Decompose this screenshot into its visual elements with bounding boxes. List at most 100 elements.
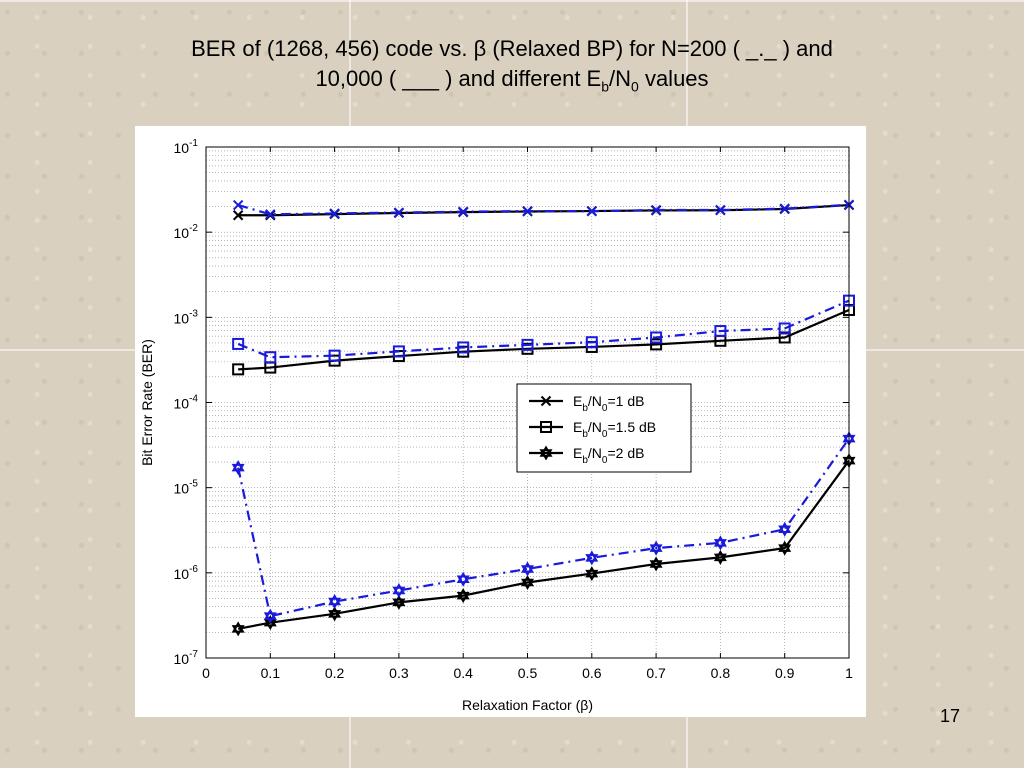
square-marker bbox=[264, 351, 277, 364]
y-tick-base: 10 bbox=[174, 140, 190, 156]
hexagram-marker bbox=[521, 578, 534, 591]
hexagram-marker bbox=[263, 612, 277, 624]
y-tick-label: 10-4 bbox=[174, 394, 199, 412]
x-marker bbox=[522, 205, 533, 217]
hexagram-marker bbox=[328, 594, 342, 606]
ticks: 0 0.1 0.2 0.3 0.4 0.5 0.6 0.7 0.8 0.9 110-110-210-… bbox=[174, 138, 854, 681]
legend-sub: b bbox=[582, 403, 588, 414]
y-tick-base: 10 bbox=[174, 310, 190, 326]
hexagram-marker bbox=[263, 615, 277, 627]
legend-text: E bbox=[573, 419, 582, 435]
slide-title: BER of (1268, 456) code vs. β (Relaxed B… bbox=[40, 34, 984, 101]
legend-sub: b bbox=[582, 429, 588, 440]
hexagram-marker bbox=[539, 449, 553, 461]
slide-title-line-2: 10,000 ( ___ ) and different Eb/N0 value… bbox=[40, 64, 984, 101]
series-6 bbox=[231, 431, 856, 624]
hexagram-marker bbox=[585, 566, 599, 578]
square-marker bbox=[650, 338, 663, 351]
hexagram-marker bbox=[649, 544, 663, 556]
hexagram-marker bbox=[649, 556, 663, 568]
y-tick-label: 10-3 bbox=[174, 308, 199, 326]
y-tick-exponent: -5 bbox=[189, 479, 198, 490]
square-marker bbox=[392, 345, 405, 358]
hexagram-marker bbox=[585, 569, 599, 582]
y-tick-label: 10-5 bbox=[174, 479, 199, 497]
hexagram-marker bbox=[713, 539, 727, 551]
square-marker bbox=[232, 363, 245, 376]
series-4 bbox=[232, 294, 855, 364]
title-sub-b: b bbox=[601, 78, 610, 95]
hexagram-marker bbox=[649, 540, 663, 552]
hexagram-marker bbox=[778, 540, 792, 552]
square-marker bbox=[232, 337, 245, 350]
hexagram-marker bbox=[231, 621, 245, 633]
y-tick-label: 10-2 bbox=[174, 223, 199, 241]
hexagram-marker bbox=[778, 544, 792, 556]
hexagram-marker bbox=[778, 525, 792, 537]
hexagram-marker bbox=[713, 549, 727, 562]
x-marker bbox=[779, 203, 790, 214]
hexagram-marker bbox=[521, 561, 534, 573]
x-marker bbox=[650, 204, 662, 216]
y-tick-exponent: -4 bbox=[189, 394, 198, 405]
series-line bbox=[237, 299, 850, 359]
x-tick-label: 0.5 bbox=[518, 665, 538, 681]
hexagram-marker bbox=[328, 606, 342, 618]
page-number: 17 bbox=[939, 706, 961, 726]
hexagram-marker bbox=[585, 550, 599, 562]
series-1 bbox=[232, 199, 855, 221]
x-marker bbox=[586, 206, 598, 217]
y-tick-base: 10 bbox=[174, 651, 190, 667]
hexagram-marker bbox=[392, 586, 406, 599]
x-tick-label: 0.4 bbox=[453, 665, 473, 681]
slide-title-line-1: BER of (1268, 456) code vs. β (Relaxed B… bbox=[191, 36, 833, 61]
legend-text: =2 dB bbox=[607, 445, 644, 461]
square-marker bbox=[457, 341, 470, 354]
x-tick-label: 0 bbox=[202, 665, 210, 681]
hexagram-marker bbox=[521, 574, 534, 587]
hexagram-marker bbox=[231, 460, 245, 472]
title-sub-0: 0 bbox=[631, 78, 639, 95]
y-tick-label: 10-6 bbox=[174, 564, 199, 582]
x-marker bbox=[715, 204, 726, 216]
hexagram-marker bbox=[231, 463, 245, 476]
y-tick-base: 10 bbox=[174, 225, 190, 241]
y-tick-exponent: -2 bbox=[189, 223, 198, 234]
square-marker bbox=[778, 322, 791, 335]
x-marker bbox=[393, 207, 405, 218]
y-tick-exponent: -7 bbox=[189, 649, 198, 660]
x-marker bbox=[265, 209, 276, 220]
y-tick-exponent: -6 bbox=[189, 564, 198, 575]
x-marker bbox=[329, 208, 340, 219]
legend-label: Eb/N0=1 dB bbox=[573, 393, 644, 414]
hexagram-marker bbox=[392, 583, 406, 595]
square-marker bbox=[650, 331, 663, 344]
square-marker bbox=[540, 421, 552, 433]
legend-text: E bbox=[573, 445, 582, 461]
series-line bbox=[237, 459, 850, 630]
hexagram-marker bbox=[328, 610, 342, 622]
hexagram-marker bbox=[456, 575, 470, 587]
square-marker bbox=[521, 338, 534, 351]
x-tick-label: 1 bbox=[845, 665, 853, 681]
hexagram-marker bbox=[456, 591, 470, 604]
square-marker bbox=[328, 349, 341, 362]
legend-text: E bbox=[573, 393, 582, 409]
legend-label: Eb/N0=2 dB bbox=[573, 445, 644, 466]
legend-text: =1 dB bbox=[607, 393, 644, 409]
series-5 bbox=[231, 453, 856, 637]
legend-sub: 0 bbox=[602, 403, 608, 414]
y-tick-label: 10-7 bbox=[174, 649, 199, 667]
hexagram-marker bbox=[456, 588, 470, 600]
x-tick-label: 0.2 bbox=[325, 665, 345, 681]
x-tick-label: 0.6 bbox=[582, 665, 602, 681]
legend-sub: b bbox=[582, 455, 588, 466]
series-3 bbox=[232, 303, 855, 376]
legend-label: Eb/N0=1.5 dB bbox=[573, 419, 656, 440]
x-tick-label: 0.7 bbox=[646, 665, 666, 681]
square-marker bbox=[714, 325, 727, 338]
x-marker bbox=[540, 395, 552, 407]
series-2 bbox=[232, 199, 855, 220]
x-tick-label: 0.3 bbox=[389, 665, 409, 681]
legend-text: /N bbox=[588, 445, 602, 461]
